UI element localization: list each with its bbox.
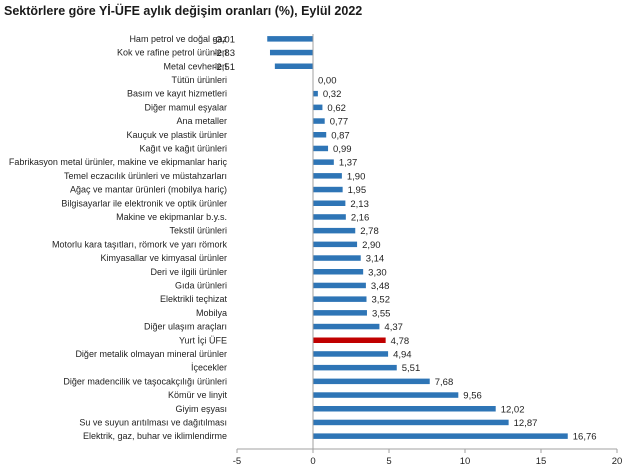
data-label: 3,14 [366, 254, 385, 265]
data-label: -2,51 [213, 62, 235, 73]
x-tick-label: 0 [310, 456, 315, 467]
data-label: 4,37 [384, 322, 403, 333]
data-label: 2,16 [351, 212, 370, 223]
data-label: 0,77 [330, 117, 349, 128]
category-label: Ham petrol ve doğal gaz [129, 34, 227, 44]
data-label: 1,90 [347, 171, 366, 182]
data-label: 12,02 [501, 404, 525, 415]
bar [313, 406, 496, 412]
bar [313, 392, 459, 398]
data-label: 3,52 [372, 295, 391, 306]
data-label: 0,32 [323, 89, 342, 100]
category-label: Tütün ürünleri [171, 75, 227, 85]
category-label: Ana metaller [176, 116, 227, 126]
data-label: 1,37 [339, 158, 358, 169]
category-label: Kimyasallar ve kimyasal ürünler [100, 253, 227, 263]
category-label: Tekstil ürünleri [169, 226, 227, 236]
category-label: Bilgisayarlar ile elektronik ve optik ür… [61, 198, 227, 208]
bar [313, 227, 356, 234]
category-label: Mobilya [196, 308, 227, 318]
category-label: Metal cevherleri [163, 61, 227, 71]
data-label: 2,90 [362, 240, 381, 251]
category-label: Gıda ürünleri [175, 280, 227, 290]
bar [313, 364, 397, 371]
bar [313, 378, 430, 385]
category-label: Deri ve ilgili ürünler [150, 267, 227, 277]
data-label: 9,56 [463, 391, 482, 402]
category-label: Motorlu kara taşıtları, römork ve yarı r… [52, 239, 228, 249]
category-label: Diğer metalik olmayan mineral ürünler [75, 349, 227, 359]
bar [313, 118, 325, 124]
category-label: Kömür ve linyit [168, 390, 228, 400]
category-label: Kok ve rafine petrol ürünleri [117, 48, 227, 58]
x-tick-label: 15 [536, 456, 547, 467]
bar [274, 63, 313, 69]
data-label: 0,99 [333, 144, 352, 155]
bar [313, 255, 361, 261]
data-label: 3,55 [372, 308, 391, 319]
category-label: Kauçuk ve plastik ürünler [126, 130, 227, 140]
data-label: 3,30 [368, 267, 387, 278]
bar [313, 186, 343, 193]
data-label: 4,78 [391, 336, 410, 347]
data-label: 0,00 [318, 75, 337, 86]
category-label: Elektrikli teçhizat [160, 294, 228, 304]
bar [313, 337, 386, 343]
data-label: 3,48 [371, 281, 390, 292]
bar [313, 269, 364, 275]
category-label: Temel eczacılık ürünleri ve müstahzarlar… [64, 171, 227, 181]
category-label: Yurt İçi ÜFE [179, 335, 227, 345]
x-tick-label: -5 [233, 456, 241, 467]
bar [313, 90, 318, 97]
data-label: -2,83 [213, 48, 235, 59]
bar [313, 419, 509, 426]
bar [313, 214, 346, 220]
bar [313, 241, 358, 248]
category-label: Su ve suyun arıtılması ve dağıtılması [79, 417, 227, 427]
bar [313, 173, 342, 179]
category-label: Fabrikasyon metal ürünler, makine ve eki… [9, 157, 228, 167]
category-label: Basım ve kayıt hizmetleri [127, 89, 227, 99]
data-label: -3,01 [213, 34, 235, 45]
bar [313, 310, 367, 316]
data-label: 12,87 [514, 418, 538, 429]
data-label: 0,87 [331, 130, 350, 141]
category-label: Diğer madencilik ve taşocakçılığı ürünle… [63, 376, 227, 386]
bar [313, 282, 366, 289]
bar [313, 200, 346, 206]
data-label: 16,76 [573, 432, 597, 443]
x-tick-label: 10 [460, 456, 471, 467]
data-label: 5,51 [402, 363, 421, 374]
bar [313, 433, 568, 439]
bar [313, 351, 389, 357]
bar [267, 36, 313, 42]
bar [269, 49, 313, 56]
data-label: 7,68 [435, 377, 454, 388]
category-label: Elektrik, gaz, buhar ve iklimlendirme [83, 431, 227, 441]
category-label: Diğer mamul eşyalar [144, 102, 227, 112]
category-label: Ağaç ve mantar ürünleri (mobilya hariç) [70, 185, 227, 195]
x-tick-label: 5 [386, 456, 391, 467]
category-label: Makine ve ekipmanlar b.y.s. [116, 212, 227, 222]
bar [313, 159, 334, 165]
category-label: Diğer ulaşım araçları [144, 322, 227, 332]
bar [313, 145, 329, 152]
data-label: 1,95 [348, 185, 367, 196]
data-label: 0,62 [327, 103, 346, 114]
bar [313, 296, 367, 302]
bar [313, 104, 323, 111]
data-label: 2,78 [360, 226, 379, 237]
bar [313, 132, 327, 138]
bar [313, 323, 380, 330]
chart-title: Sektörlere göre Yİ-ÜFE aylık değişim ora… [4, 4, 363, 18]
data-label: 2,13 [350, 199, 369, 210]
data-label: 4,94 [393, 349, 412, 360]
x-tick-label: 20 [612, 456, 623, 467]
category-label: İçecekler [191, 363, 227, 373]
category-label: Kağıt ve kağıt ürünleri [139, 143, 227, 153]
category-label: Giyim eşyası [175, 404, 227, 414]
